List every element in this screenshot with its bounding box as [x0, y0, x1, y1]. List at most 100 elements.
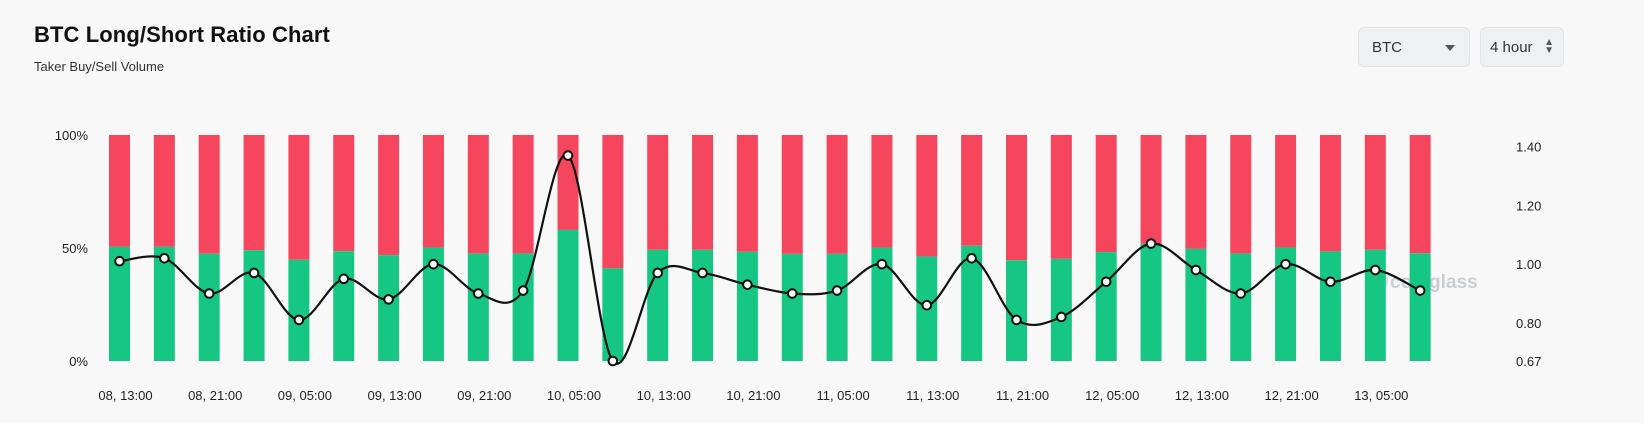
ratio-point	[831, 285, 843, 296]
long-bar	[467, 253, 489, 361]
short-bar	[1140, 135, 1162, 244]
long-bar	[647, 249, 669, 361]
long-bar	[826, 253, 848, 361]
ratio-point	[1190, 264, 1202, 276]
long-bar	[781, 253, 803, 361]
short-bar	[288, 135, 310, 260]
short-bar	[378, 135, 400, 256]
ratio-point	[607, 355, 619, 367]
x-axis-tick: 10, 21:00	[726, 388, 780, 403]
x-axis-tick: 12, 05:00	[1085, 388, 1139, 403]
long-bar	[422, 247, 444, 361]
x-axis-tick: 11, 05:00	[816, 388, 869, 403]
right-axis-tick: 1.20	[1516, 198, 1541, 213]
left-axis-tick: 100%	[55, 128, 89, 143]
x-axis: 08, 13:00 08, 21:00 09, 05:00 09, 13:00 09, …	[98, 388, 1408, 403]
short-bar	[826, 135, 848, 254]
long-bar	[243, 250, 265, 361]
long-bar	[1050, 258, 1072, 361]
long-bar	[1409, 253, 1431, 361]
x-axis-tick: 11, 13:00	[906, 388, 959, 403]
x-axis-tick: 12, 13:00	[1175, 388, 1229, 403]
short-bar	[1319, 135, 1341, 252]
right-axis-tick: 0.67	[1516, 354, 1541, 369]
short-bar	[467, 135, 489, 254]
short-bar	[871, 135, 893, 248]
page-subtitle: Taker Buy/Sell Volume	[34, 59, 165, 74]
long-bar	[109, 246, 130, 361]
ratio-point	[1011, 314, 1022, 326]
interval-select[interactable]: 4 hour ▲ ▼	[1480, 27, 1564, 67]
short-bar	[1409, 135, 1431, 254]
long-bar	[288, 259, 310, 361]
x-axis-tick: 11, 21:00	[996, 388, 1049, 403]
right-axis-tick: 0.80	[1516, 316, 1541, 331]
long-bar	[1275, 247, 1297, 361]
bar-group	[109, 135, 1431, 361]
interval-select-label: 4 hour	[1490, 38, 1533, 56]
long-bar	[871, 247, 893, 361]
x-axis-tick: 09, 13:00	[367, 388, 421, 403]
short-bar	[1006, 135, 1027, 261]
ratio-point	[1100, 276, 1112, 288]
short-bar	[557, 135, 579, 230]
x-axis-tick: 12, 21:00	[1264, 388, 1318, 403]
ratio-point	[1370, 264, 1381, 276]
left-axis-tick: 50%	[62, 241, 88, 256]
long-bar	[1140, 243, 1162, 361]
short-bar	[243, 135, 265, 251]
ratio-point	[876, 258, 888, 270]
long-bar	[1319, 251, 1341, 361]
ratio-point	[786, 288, 798, 299]
ratio-point	[383, 294, 394, 305]
right-axis: 0.67 0.80 1.00 1.20 1.40	[1516, 140, 1541, 369]
short-bar	[1275, 135, 1297, 248]
ratio-point	[742, 279, 753, 290]
ratio-point	[1056, 311, 1067, 323]
ratio-point	[1280, 258, 1291, 270]
x-axis-tick: 10, 13:00	[637, 388, 691, 403]
short-bar	[961, 135, 983, 246]
short-bar	[1185, 135, 1207, 249]
ratio-point	[338, 273, 350, 285]
long-bar	[1364, 249, 1386, 361]
short-bar	[333, 135, 355, 252]
long-bar	[1185, 248, 1207, 361]
ratio-point	[293, 314, 305, 326]
left-axis: 0% 50% 100%	[55, 128, 89, 369]
ratio-points	[114, 150, 1426, 367]
right-axis-tick: 1.00	[1516, 257, 1541, 272]
page-title: BTC Long/Short Ratio Chart	[34, 22, 330, 47]
ratio-point	[203, 288, 215, 299]
chevron-down-icon	[1445, 45, 1455, 51]
right-axis-tick: 1.40	[1516, 140, 1541, 155]
long-bar	[153, 246, 175, 361]
x-axis-tick: 08, 21:00	[188, 388, 242, 403]
symbol-select[interactable]: BTC	[1358, 27, 1470, 67]
ratio-point	[1325, 276, 1336, 288]
long-bar	[692, 249, 714, 361]
ratio-point	[921, 299, 933, 311]
short-bar	[153, 135, 175, 247]
x-axis-tick: 13, 05:00	[1354, 388, 1408, 403]
short-bar	[736, 135, 758, 252]
ratio-point	[1414, 285, 1426, 296]
ratio-point	[428, 258, 439, 270]
long-bar	[1095, 252, 1117, 361]
short-bar	[781, 135, 803, 254]
ratio-point	[517, 285, 529, 296]
short-bar	[1230, 135, 1252, 254]
x-axis-tick: 08, 13:00	[98, 388, 152, 403]
ratio-point	[1145, 238, 1157, 249]
long-bar	[333, 251, 355, 361]
left-axis-tick: 0%	[69, 354, 88, 369]
long-bar	[557, 229, 579, 361]
long-bar	[1006, 260, 1027, 361]
short-bar	[602, 135, 624, 269]
short-bar	[1364, 135, 1386, 250]
ratio-point	[697, 267, 708, 279]
ratio-point	[473, 288, 484, 299]
ratio-point	[966, 252, 977, 264]
long-bar	[736, 251, 758, 361]
